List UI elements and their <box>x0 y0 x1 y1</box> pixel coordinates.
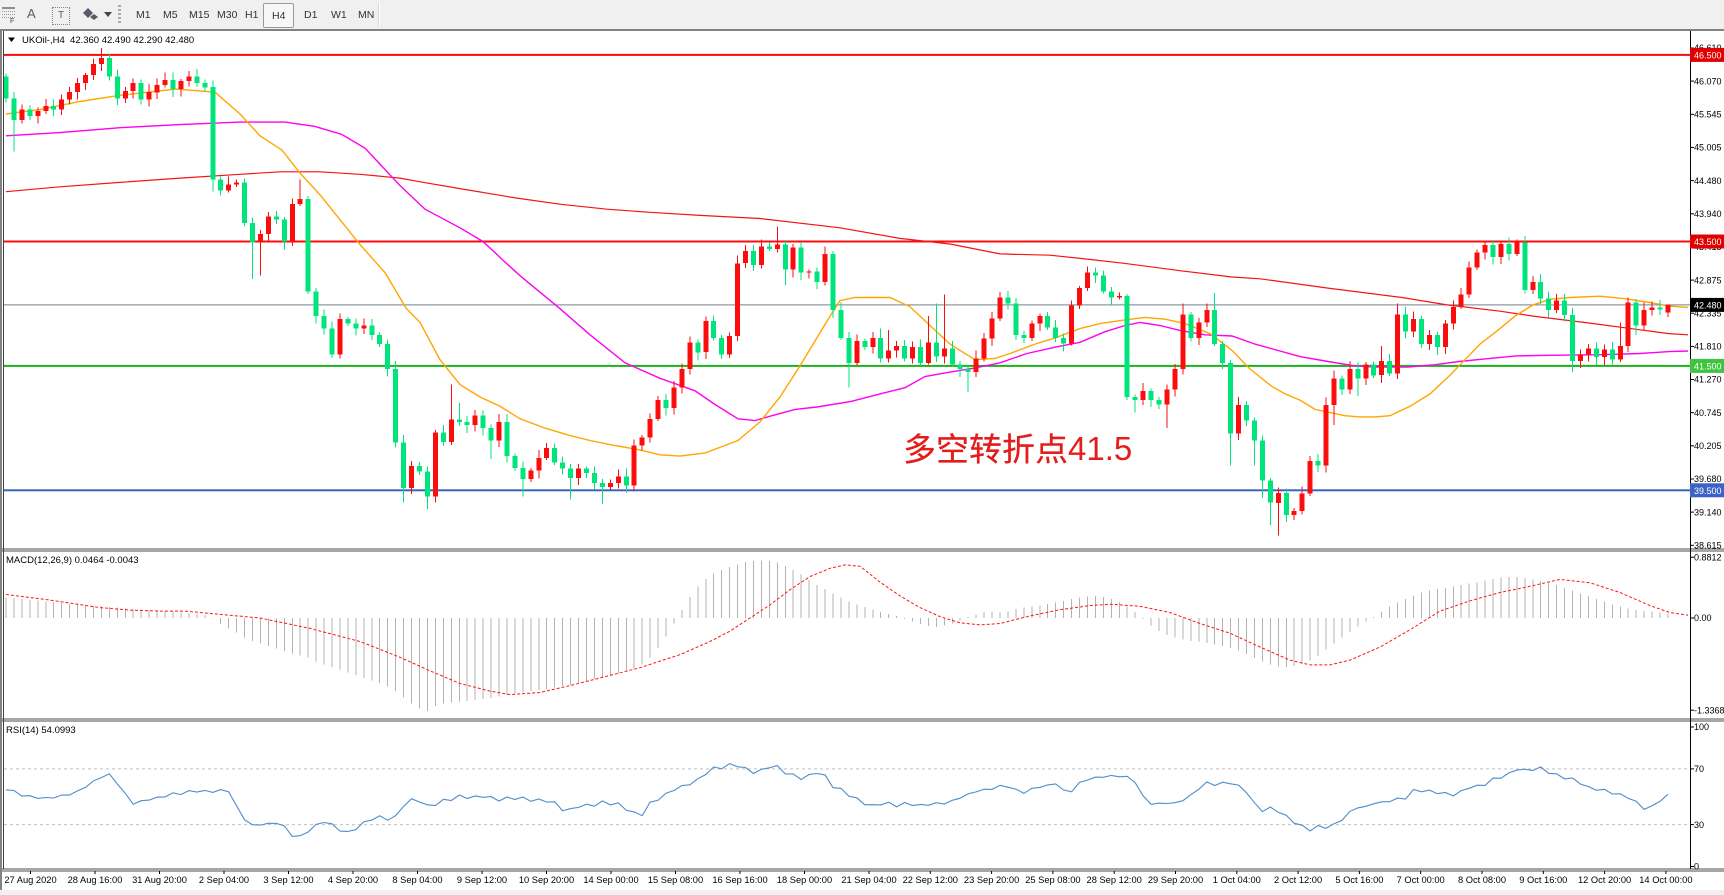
svg-text:9 Sep 12:00: 9 Sep 12:00 <box>457 875 507 885</box>
svg-text:46.500: 46.500 <box>1694 51 1722 61</box>
svg-text:25 Sep 08:00: 25 Sep 08:00 <box>1025 875 1080 885</box>
svg-text:28 Sep 12:00: 28 Sep 12:00 <box>1087 875 1142 885</box>
svg-text:MACD(12,26,9) 0.0464 -0.0043: MACD(12,26,9) 0.0464 -0.0043 <box>6 555 139 566</box>
svg-text:2 Oct 12:00: 2 Oct 12:00 <box>1274 875 1322 885</box>
svg-text:43.500: 43.500 <box>1694 237 1722 247</box>
svg-text:0.00: 0.00 <box>1694 613 1712 623</box>
svg-text:F: F <box>10 18 14 23</box>
svg-text:5 Oct 16:00: 5 Oct 16:00 <box>1335 875 1383 885</box>
svg-text:40.205: 40.205 <box>1694 441 1722 451</box>
svg-text:7 Oct 00:00: 7 Oct 00:00 <box>1397 875 1445 885</box>
svg-text:14 Oct 00:00: 14 Oct 00:00 <box>1639 875 1692 885</box>
svg-text:39.500: 39.500 <box>1694 486 1722 496</box>
svg-text:8 Oct 08:00: 8 Oct 08:00 <box>1458 875 1506 885</box>
svg-text:31 Aug 20:00: 31 Aug 20:00 <box>132 875 187 885</box>
svg-text:44.480: 44.480 <box>1694 176 1722 186</box>
svg-text:-1.3368: -1.3368 <box>1694 705 1724 715</box>
svg-text:14 Sep 00:00: 14 Sep 00:00 <box>583 875 638 885</box>
svg-text:42.335: 42.335 <box>1694 308 1722 318</box>
svg-text:8 Sep 04:00: 8 Sep 04:00 <box>392 875 442 885</box>
svg-text:39.140: 39.140 <box>1694 507 1722 517</box>
svg-text:2 Sep 04:00: 2 Sep 04:00 <box>199 875 249 885</box>
svg-text:30: 30 <box>1694 820 1704 830</box>
svg-text:0.8812: 0.8812 <box>1694 552 1722 562</box>
svg-text:UKOil-,H4 42.360 42.490 42.29: UKOil-,H4 42.360 42.490 42.290 42.480 <box>22 35 194 46</box>
svg-text:46.070: 46.070 <box>1694 76 1722 86</box>
svg-text:10 Sep 20:00: 10 Sep 20:00 <box>519 875 574 885</box>
svg-text:28 Aug 16:00: 28 Aug 16:00 <box>68 875 123 885</box>
svg-text:16 Sep 16:00: 16 Sep 16:00 <box>712 875 767 885</box>
svg-text:38.615: 38.615 <box>1694 541 1722 551</box>
svg-text:18 Sep 00:00: 18 Sep 00:00 <box>777 875 832 885</box>
svg-text:42.480: 42.480 <box>1694 301 1722 311</box>
svg-text:1 Oct 04:00: 1 Oct 04:00 <box>1213 875 1261 885</box>
svg-text:41.270: 41.270 <box>1694 375 1722 385</box>
svg-text:41.5: 41.5 <box>1068 430 1132 467</box>
svg-text:12 Oct 20:00: 12 Oct 20:00 <box>1578 875 1631 885</box>
svg-text:70: 70 <box>1694 764 1704 774</box>
svg-text:41.810: 41.810 <box>1694 342 1722 352</box>
svg-text:39.680: 39.680 <box>1694 474 1722 484</box>
svg-text:0: 0 <box>1694 862 1699 872</box>
svg-text:3 Sep 12:00: 3 Sep 12:00 <box>263 875 313 885</box>
svg-text:43.940: 43.940 <box>1694 209 1722 219</box>
svg-text:45.545: 45.545 <box>1694 110 1722 120</box>
svg-text:42.875: 42.875 <box>1694 275 1722 285</box>
svg-text:27 Aug 2020: 27 Aug 2020 <box>4 875 56 885</box>
svg-text:45.005: 45.005 <box>1694 143 1722 153</box>
svg-text:RSI(14) 54.0993: RSI(14) 54.0993 <box>6 725 76 736</box>
svg-text:21 Sep 04:00: 21 Sep 04:00 <box>841 875 896 885</box>
svg-text:15 Sep 08:00: 15 Sep 08:00 <box>648 875 703 885</box>
svg-text:23 Sep 20:00: 23 Sep 20:00 <box>964 875 1019 885</box>
svg-text:4 Sep 20:00: 4 Sep 20:00 <box>328 875 378 885</box>
svg-text:41.500: 41.500 <box>1694 362 1722 372</box>
svg-text:40.745: 40.745 <box>1694 408 1722 418</box>
svg-text:22 Sep 12:00: 22 Sep 12:00 <box>903 875 958 885</box>
svg-text:9 Oct 16:00: 9 Oct 16:00 <box>1519 875 1567 885</box>
svg-text:29 Sep 20:00: 29 Sep 20:00 <box>1148 875 1203 885</box>
svg-text:100: 100 <box>1694 722 1709 732</box>
